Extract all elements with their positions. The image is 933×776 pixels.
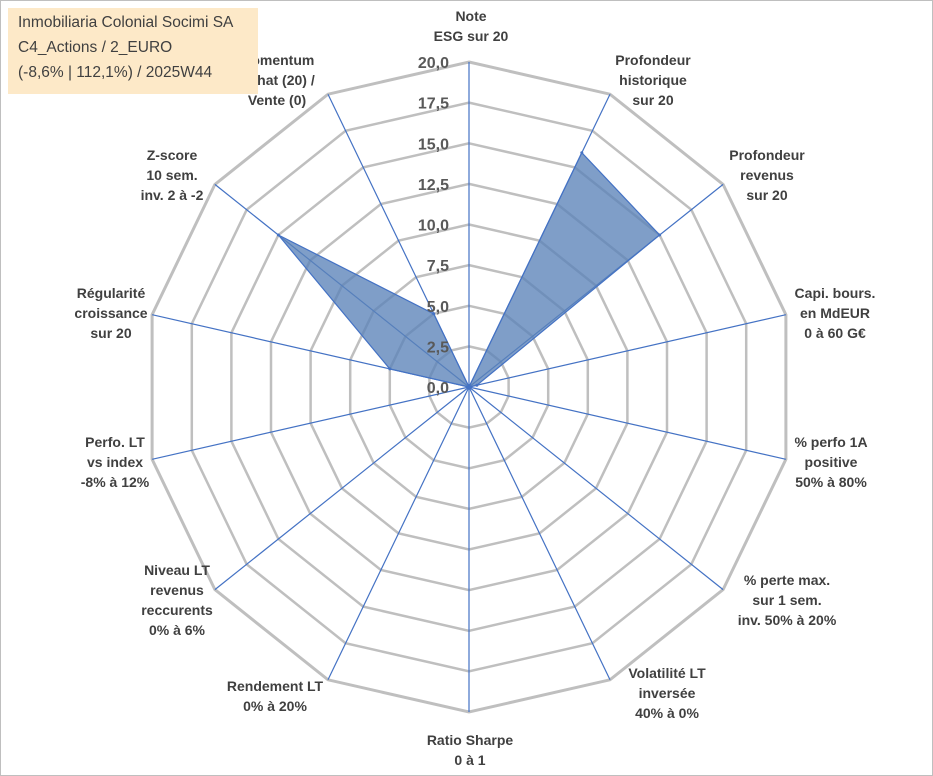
tick-label: 7,5: [427, 258, 449, 275]
axis-label: % perte max. sur 1 sem. inv. 50% à 20%: [738, 572, 837, 628]
axis-label-line: reccurents: [141, 602, 213, 618]
radial-tick-labels: 0,0 2,5 5,0 7,5 10,0 12,5 15,0 17,5 20,0: [418, 55, 449, 397]
axis-label-line: 10 sem.: [146, 167, 197, 183]
axis-label: Niveau LT revenus reccurents 0% à 6%: [141, 562, 213, 638]
axis-label: Ratio Sharpe 0 à 1: [427, 732, 514, 768]
axis-label-line: -8% à 12%: [81, 474, 150, 490]
tick-label: 0,0: [427, 380, 449, 397]
data-point: [475, 383, 479, 387]
tick-label: 12,5: [418, 177, 449, 194]
axis-label-line: 50% à 80%: [795, 474, 867, 490]
axis-label-line: 0% à 20%: [243, 698, 307, 714]
axis-label-line: en MdEUR: [800, 305, 870, 321]
axis-label-line: sur 20: [90, 325, 131, 341]
stock-performance-week: (-8,6% | 112,1%) / 2025W44: [18, 64, 213, 81]
stock-category: C4_Actions / 2_EURO: [18, 39, 173, 56]
axis-label-line: Note: [455, 8, 486, 24]
axis-spoke: [468, 386, 611, 681]
axis-label-line: historique: [619, 72, 687, 88]
axis-label: % perfo 1A positive 50% à 80%: [794, 434, 867, 490]
axis-label-line: ESG sur 20: [434, 28, 509, 44]
axis-label-line: Volatilité LT: [628, 665, 706, 681]
axis-label-line: Régularité: [77, 285, 146, 301]
axis-label-line: inv. 50% à 20%: [738, 612, 837, 628]
radar-series: [276, 151, 662, 389]
axis-label-line: inv. 2 à -2: [141, 187, 204, 203]
axis-label-line: inversée: [639, 685, 696, 701]
axis-label-line: positive: [805, 454, 858, 470]
axis-label: Profondeur historique sur 20: [615, 52, 691, 108]
axis-label-line: Ratio Sharpe: [427, 732, 514, 748]
tick-label: 15,0: [418, 136, 449, 153]
axis-label-line: revenus: [740, 167, 794, 183]
data-point: [432, 312, 436, 316]
axis-label-line: Profondeur: [615, 52, 691, 68]
axis-spoke: [214, 386, 470, 591]
axis-label-line: Niveau LT: [144, 562, 210, 578]
tick-label: 5,0: [427, 299, 449, 316]
stock-info-box: Inmobiliaria Colonial Socimi SA C4_Actio…: [8, 8, 258, 94]
tick-label: 17,5: [418, 96, 449, 113]
axis-label-line: Perfo. LT: [85, 434, 145, 450]
axis-label-line: Z-score: [147, 147, 198, 163]
tick-label: 10,0: [418, 218, 449, 235]
axis-label: Z-score 10 sem. inv. 2 à -2: [141, 147, 204, 203]
data-point: [276, 233, 280, 237]
data-point: [467, 385, 471, 389]
axis-labels: Note ESG sur 20 Profondeur historique sur 20…: [74, 8, 875, 768]
data-point: [658, 233, 662, 237]
stock-name: Inmobiliaria Colonial Socimi SA: [18, 14, 234, 31]
axis-spoke: [151, 386, 470, 460]
axis-label-line: revenus: [150, 582, 204, 598]
axis-label-line: vs index: [87, 454, 143, 470]
axis-label-line: % perte max.: [744, 572, 830, 588]
axis-label: Perfo. LT vs index -8% à 12%: [81, 434, 150, 490]
tick-label: 2,5: [427, 339, 449, 356]
axis-label: Profondeur revenus sur 20: [729, 147, 805, 203]
axis-label: Momentum Achat (20) / Vente (0): [239, 52, 315, 108]
axis-label-line: croissance: [74, 305, 147, 321]
axis-label-line: Achat (20) /: [239, 72, 315, 88]
axis-label-line: Capi. bours.: [795, 285, 876, 301]
axis-spoke: [468, 386, 724, 591]
axis-label: Régularité croissance sur 20: [74, 285, 147, 341]
axis-label-line: sur 20: [746, 187, 787, 203]
axis-label-line: 40% à 0%: [635, 705, 699, 721]
axis-label-line: sur 20: [632, 92, 673, 108]
axis-label-line: 0% à 6%: [149, 622, 206, 638]
axis-label-line: Vente (0): [248, 92, 306, 108]
axis-label: Capi. bours. en MdEUR 0 à 60 G€: [795, 285, 876, 341]
axis-label: Rendement LT 0% à 20%: [227, 678, 324, 714]
axis-label-line: Momentum: [240, 52, 315, 68]
axis-spoke: [327, 386, 470, 681]
axis-spoke: [468, 386, 787, 460]
data-point: [580, 151, 584, 155]
axis-label: Volatilité LT inversée 40% à 0%: [628, 665, 706, 721]
axis-label-line: 0 à 1: [454, 752, 485, 768]
data-point: [388, 367, 392, 371]
axis-label-line: % perfo 1A: [794, 434, 867, 450]
axis-label-line: Profondeur: [729, 147, 805, 163]
axis-label-line: 0 à 60 G€: [804, 325, 866, 341]
axis-label: Note ESG sur 20: [434, 8, 509, 44]
axis-spoke: [468, 314, 787, 388]
axis-label-line: Rendement LT: [227, 678, 324, 694]
tick-label: 20,0: [418, 55, 449, 72]
axis-label-line: sur 1 sem.: [752, 592, 821, 608]
